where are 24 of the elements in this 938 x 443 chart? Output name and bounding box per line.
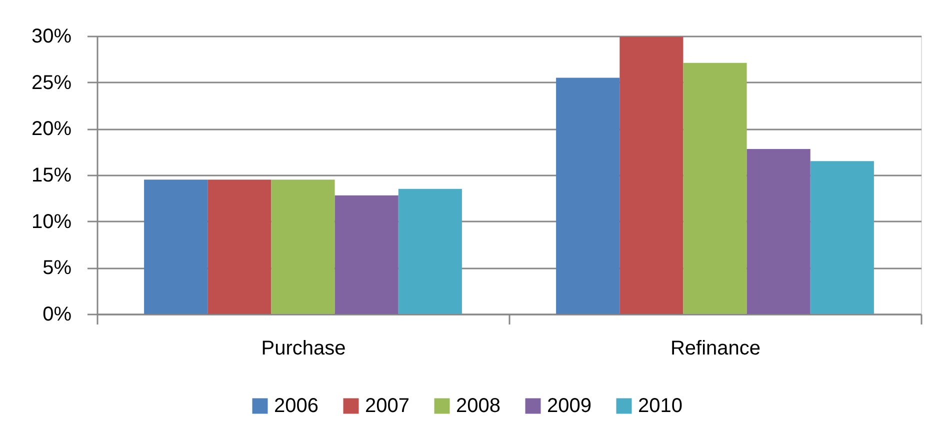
legend-label: 2008 <box>456 395 500 417</box>
y-tick-label: 5% <box>42 257 72 280</box>
bar <box>398 188 462 314</box>
legend-label: 2010 <box>638 395 682 417</box>
y-tick-label: 20% <box>31 118 72 140</box>
x-tick-label: Refinance <box>670 338 761 360</box>
y-tick-label: 10% <box>31 210 72 233</box>
legend-label: 2007 <box>365 395 410 417</box>
bar <box>208 180 272 314</box>
y-tick-label: 30% <box>31 26 72 48</box>
y-tick-label: 15% <box>31 164 72 186</box>
bar <box>334 195 398 314</box>
bar <box>271 180 335 314</box>
x-tick-label: Purchase <box>261 338 346 360</box>
bar <box>746 149 810 314</box>
bar <box>144 180 208 314</box>
bar <box>810 161 874 314</box>
y-tick-label: 0% <box>42 304 72 326</box>
bar <box>556 78 620 314</box>
bar <box>620 36 684 314</box>
bar <box>683 62 747 314</box>
legend-label: 2009 <box>547 395 592 417</box>
legend-label: 2006 <box>274 395 318 417</box>
y-tick-label: 25% <box>31 72 72 94</box>
